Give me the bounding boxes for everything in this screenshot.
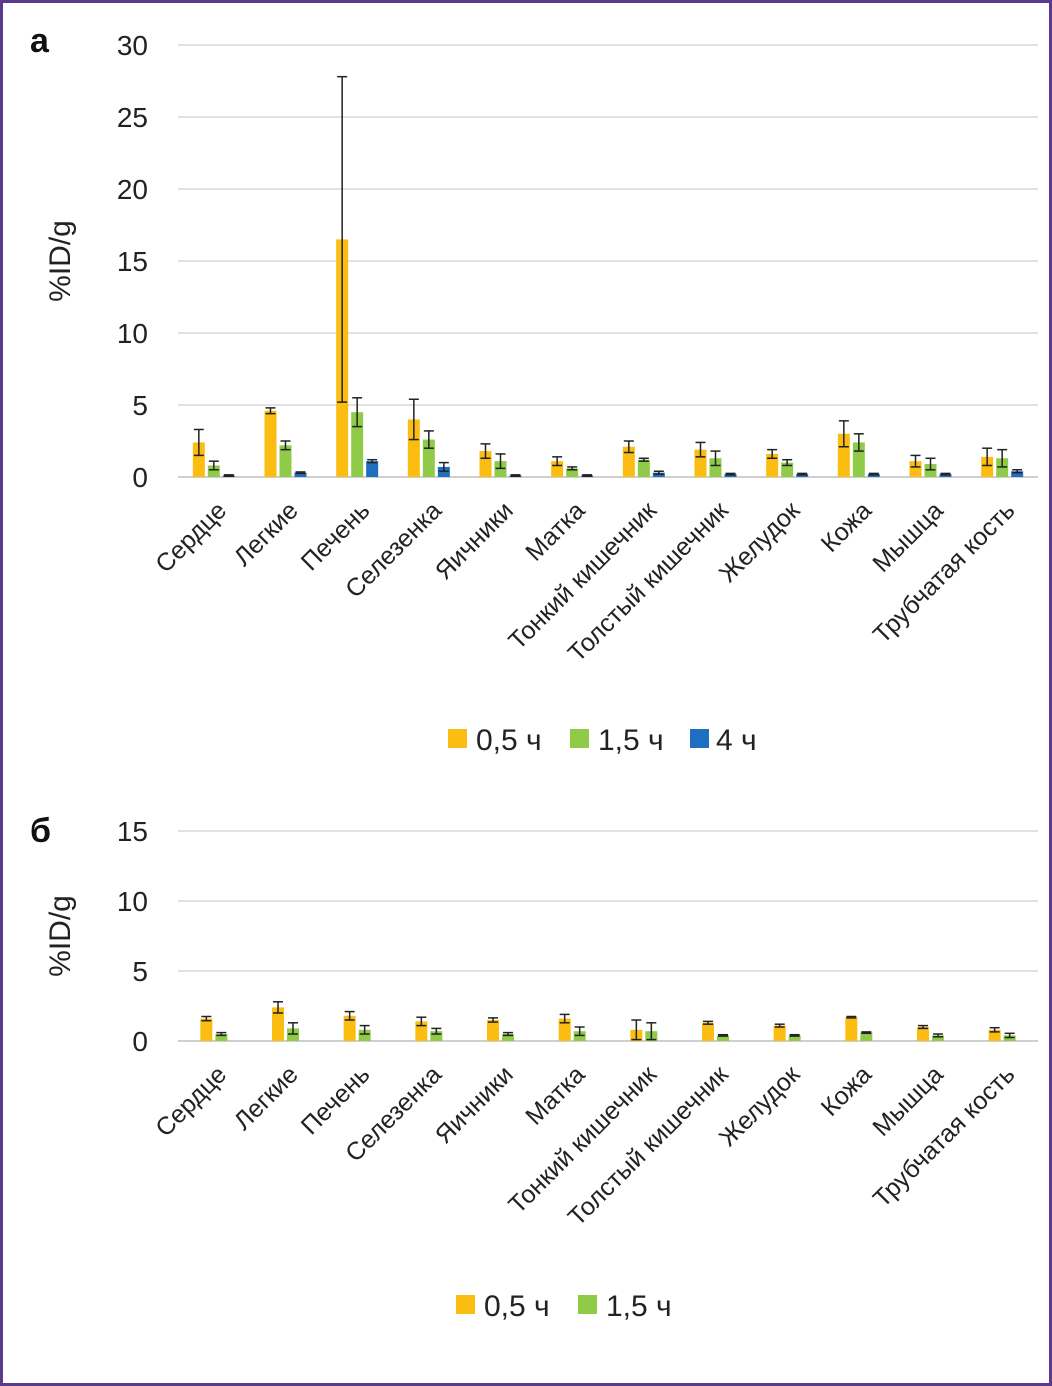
bar [709, 458, 722, 477]
y-tick-label: 10 [117, 318, 148, 349]
legend-label: 0,5 ч [484, 1290, 550, 1323]
bar [358, 1029, 371, 1041]
y-tick-label: 15 [117, 246, 148, 277]
x-tick-label: Кожа [816, 1060, 877, 1121]
y-tick-label: 5 [132, 956, 148, 987]
bar [200, 1018, 213, 1041]
legend-label: 0,5 ч [476, 724, 542, 757]
bar [773, 1025, 786, 1041]
bar [264, 410, 277, 477]
bar [837, 433, 850, 477]
legend-swatch [570, 729, 589, 748]
panel-label: б [30, 812, 51, 850]
bar [343, 1015, 356, 1041]
y-tick-label: 25 [117, 102, 148, 133]
bar [294, 472, 307, 477]
x-tick-label: Желудок [714, 1060, 806, 1152]
bar [860, 1032, 873, 1041]
bar [845, 1017, 858, 1041]
bar [407, 419, 420, 477]
bar [766, 453, 779, 477]
bar [487, 1020, 499, 1041]
bar [502, 1034, 514, 1041]
x-tick-label: Кожа [816, 496, 877, 557]
x-tick-label: Матка [520, 496, 590, 566]
y-tick-label: 0 [132, 1026, 148, 1057]
x-tick-label: Легкие [229, 1060, 304, 1135]
legend-swatch [448, 729, 467, 748]
y-tick-label: 30 [117, 30, 148, 61]
bar [1011, 471, 1024, 477]
x-tick-label: Матка [520, 1060, 590, 1130]
legend-swatch [456, 1295, 475, 1314]
y-tick-label: 0 [132, 462, 148, 493]
x-tick-label: Яичники [430, 1060, 519, 1149]
legend-swatch [578, 1295, 597, 1314]
bar [637, 459, 650, 477]
y-axis-label: %ID/g [44, 220, 77, 302]
bar [702, 1022, 714, 1041]
bar [917, 1027, 929, 1041]
bar [207, 465, 220, 477]
x-tick-label: Яичники [430, 496, 519, 585]
bar [351, 412, 364, 477]
x-tick-label: Легкие [229, 496, 304, 571]
x-tick-label: Желудок [714, 496, 806, 588]
y-axis-label: %ID/g [44, 895, 77, 977]
bar [430, 1031, 443, 1041]
y-tick-label: 20 [117, 174, 148, 205]
bar [272, 1007, 284, 1041]
x-tick-label: Сердце [150, 1060, 232, 1142]
bar [566, 468, 579, 477]
bar [622, 446, 635, 477]
bar [981, 456, 994, 477]
bar [988, 1029, 1001, 1041]
legend-swatch [690, 729, 709, 748]
bar [932, 1035, 944, 1041]
bar [192, 442, 205, 477]
y-tick-label: 10 [117, 886, 148, 917]
y-tick-label: 15 [117, 816, 148, 847]
y-tick-label: 5 [132, 390, 148, 421]
bar [788, 1035, 801, 1041]
panel-label: а [30, 22, 50, 60]
bar [717, 1035, 729, 1041]
x-tick-label: Сердце [150, 496, 232, 578]
legend-label: 1,5 ч [606, 1290, 672, 1323]
bar [279, 445, 292, 477]
bar [558, 1018, 571, 1041]
bar [215, 1034, 228, 1041]
legend-label: 4 ч [716, 724, 757, 757]
bar [366, 461, 379, 477]
bar [909, 461, 922, 477]
legend-label: 1,5 ч [598, 724, 664, 757]
